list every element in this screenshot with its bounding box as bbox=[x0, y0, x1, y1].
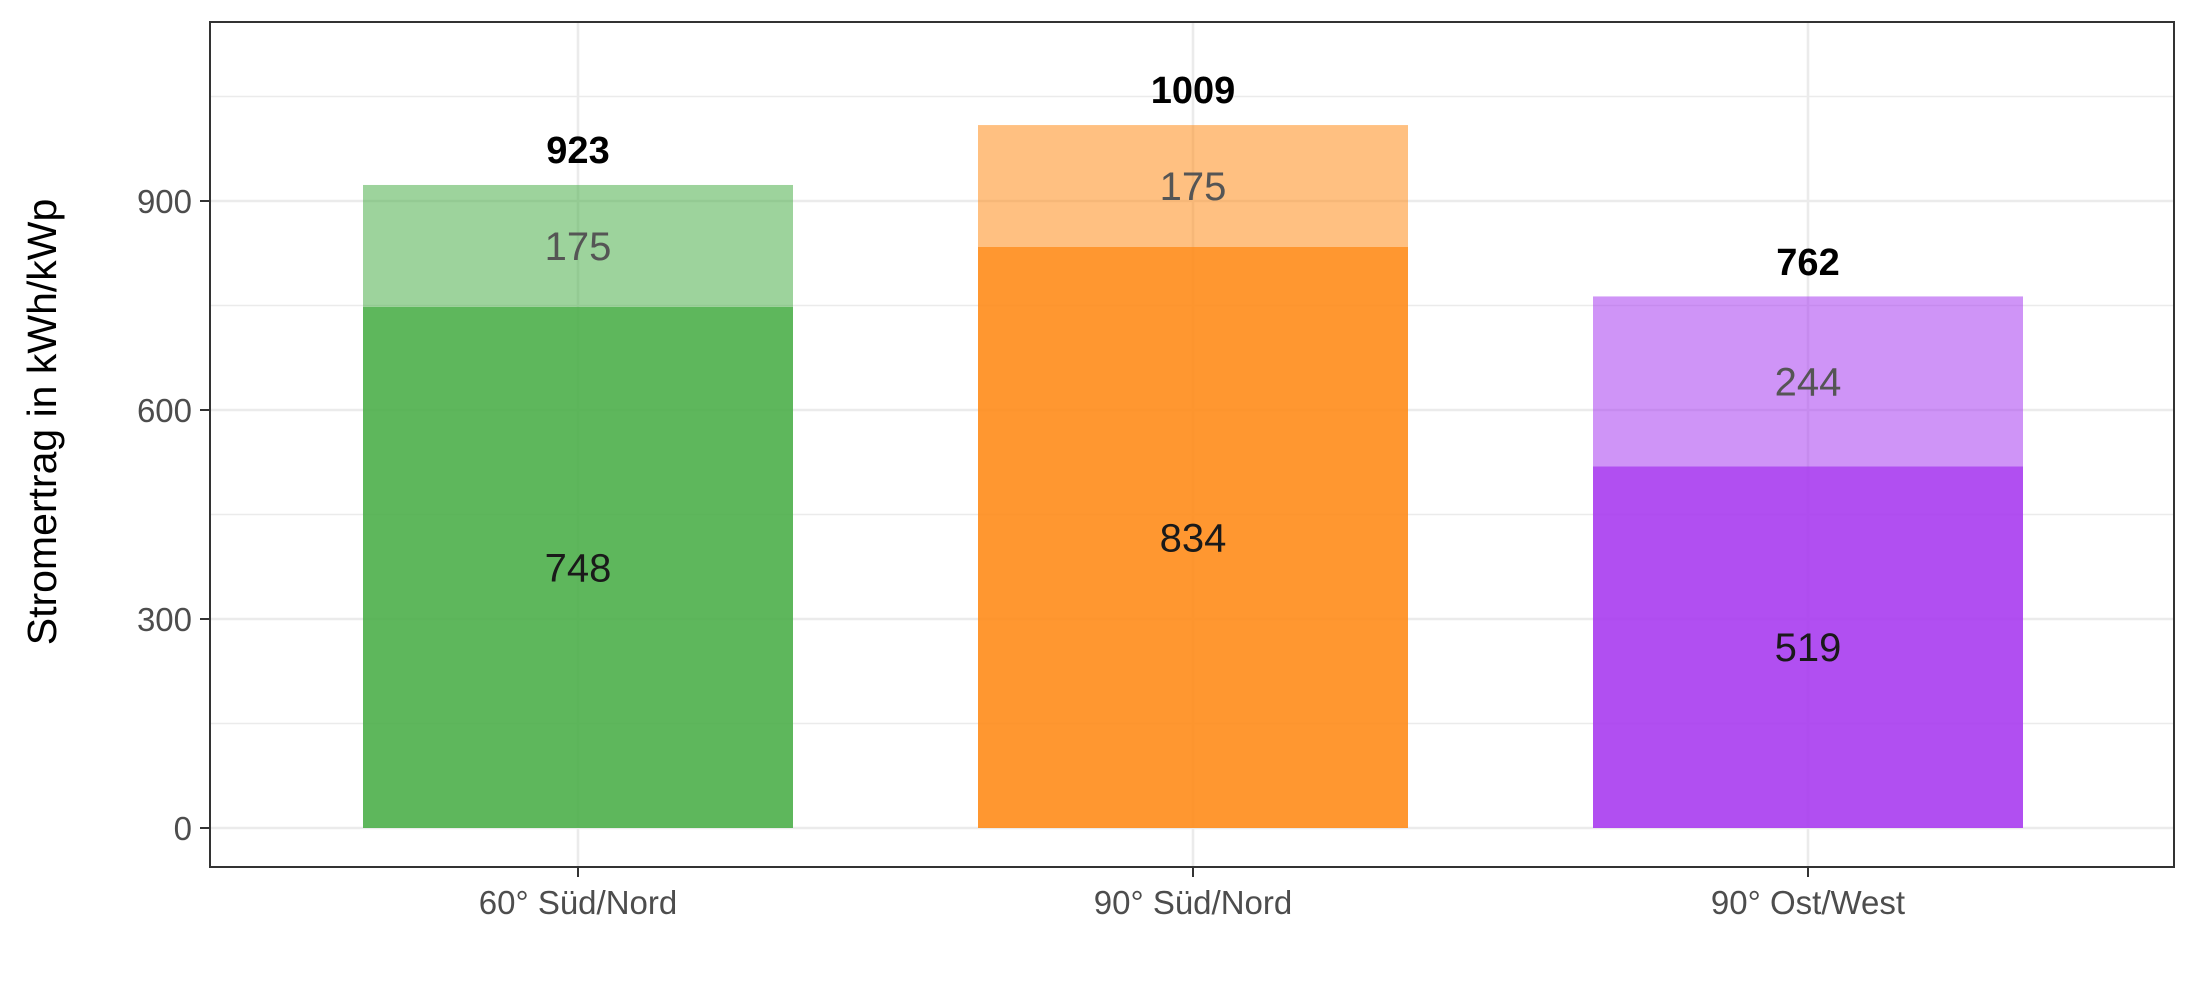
y-tick-label: 300 bbox=[137, 601, 192, 638]
bar-base-segment bbox=[1593, 466, 2023, 828]
bar-top-value-label: 175 bbox=[545, 225, 612, 269]
y-tick-label: 900 bbox=[137, 183, 192, 220]
x-tick-label: 90° Ost/West bbox=[1711, 884, 1905, 921]
axis-layer: 0 300 600 900 60° Süd/Nord 90° Süd/Nord 90° Os… bbox=[137, 183, 1905, 921]
bar-total-label: 923 bbox=[546, 130, 609, 172]
bar-top-value-label: 175 bbox=[1160, 165, 1227, 209]
y-tick-label: 0 bbox=[174, 810, 192, 847]
y-tick-label: 600 bbox=[137, 392, 192, 429]
bar-base-value-label: 519 bbox=[1775, 626, 1842, 670]
bar-total-label: 1009 bbox=[1151, 70, 1236, 112]
bar-top-value-label: 244 bbox=[1775, 360, 1842, 404]
bar-base-value-label: 834 bbox=[1160, 516, 1227, 560]
bar-base-segment bbox=[363, 306, 793, 829]
bar-total-label: 762 bbox=[1776, 242, 1839, 284]
y-axis-title: Stromertrag in kWh/kWp bbox=[19, 199, 65, 646]
bar-top-segment bbox=[1593, 296, 2023, 467]
bar-top-segment bbox=[978, 125, 1408, 247]
bar-top-segment bbox=[363, 184, 793, 307]
x-tick-label: 60° Süd/Nord bbox=[479, 884, 677, 921]
x-tick-label: 90° Süd/Nord bbox=[1094, 884, 1292, 921]
labels-layer: 748 175 923 834 175 1009 519 244 762 bbox=[545, 70, 1842, 670]
bar-base-segment bbox=[978, 246, 1408, 829]
bar-base-value-label: 748 bbox=[545, 546, 612, 590]
bars-layer bbox=[363, 125, 2023, 829]
